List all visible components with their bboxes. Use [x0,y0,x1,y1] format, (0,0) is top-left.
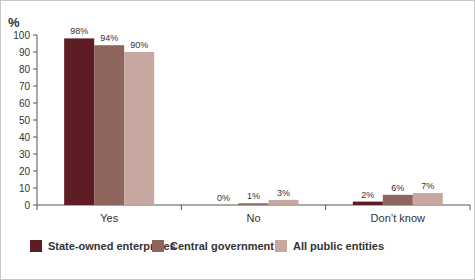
data-label: 2% [361,190,374,200]
legend-swatch [30,240,42,252]
data-label: 0% [217,193,230,203]
y-tick [33,154,37,155]
y-tick [33,52,37,53]
y-tick [33,120,37,121]
x-tick-label: Don’t know [371,212,425,224]
y-tick-label: 90 [19,47,31,58]
bar [124,52,154,205]
bar [269,200,299,205]
data-label: 90% [130,40,148,50]
y-tick-label: 70 [19,81,31,92]
y-tick [33,188,37,189]
data-label: 1% [247,191,260,201]
frame [1,1,475,280]
y-tick-label: 60 [19,98,31,109]
chart-svg: 0 10 20 30 40 50 60 70 80 90 100% Yes No Don’t know 98… [0,0,475,280]
chart-container: 0 10 20 30 40 50 60 70 80 90 100% Yes No Don’t know 98… [0,0,475,280]
legend-label: Central government [170,240,274,252]
y-tick [33,137,37,138]
legend-label: All public entities [293,240,384,252]
y-tick-label: 100 [13,30,30,41]
legend-swatch [275,240,287,252]
y-tick [33,35,37,36]
bar [239,203,269,205]
legend-swatch [152,240,164,252]
x-category-divider [325,205,326,210]
x-category-divider [470,205,471,210]
y-tick [33,69,37,70]
data-label: 3% [277,188,290,198]
y-axis-label: % [8,15,20,30]
bars [64,38,443,205]
y-tick [33,103,37,104]
bar [209,205,239,206]
data-label: 6% [391,183,404,193]
y-tick [33,171,37,172]
y-tick-label: 40 [19,132,31,143]
bar [353,202,383,205]
x-tick-label: No [246,212,260,224]
bar [413,193,443,205]
y-tick-label: 10 [19,183,31,194]
legend: State-owned enterprisesCentral governmen… [30,240,384,252]
y-tick [33,86,37,87]
bar [94,45,124,205]
y-tick-label: 80 [19,64,31,75]
data-label: 7% [421,181,434,191]
y-tick-label: 50 [19,115,31,126]
y-tick-label: 0 [24,200,30,211]
y-tick [33,205,37,206]
bar [64,38,94,205]
data-label: 94% [100,33,118,43]
x-category-divider [181,205,182,210]
bar [383,195,413,205]
data-labels: 98% 0% 2% 94% 1% 6% 90% 3% 7% [70,26,434,203]
y-tick-label: 20 [19,166,31,177]
data-label: 98% [70,26,88,36]
legend-label: State-owned enterprises [48,240,176,252]
y-tick-label: 30 [19,149,31,160]
x-category-divider [37,205,38,210]
x-tick-label: Yes [100,212,118,224]
